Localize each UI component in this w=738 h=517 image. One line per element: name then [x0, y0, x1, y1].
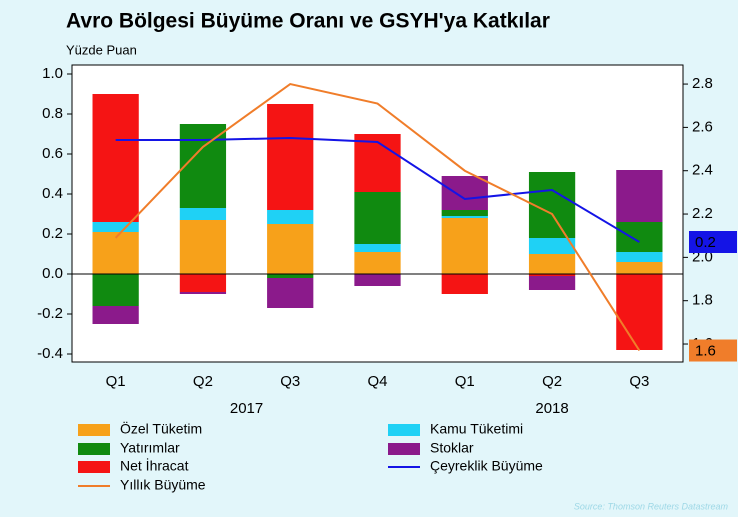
- line-series: [114, 82, 641, 352]
- legend-label: Net İhracat: [120, 457, 189, 474]
- bar-segment: [354, 134, 401, 192]
- y-tick-label: 0.6: [42, 145, 63, 162]
- y-tick-label: -0.4: [37, 345, 63, 362]
- bar-segment: [616, 262, 663, 274]
- bar-segment: [441, 210, 488, 216]
- annotation-box: [689, 231, 737, 253]
- bar-segment: [616, 222, 663, 252]
- legend-label: Yatırımlar: [120, 440, 180, 456]
- y-tick-label: 0.8: [42, 105, 63, 122]
- subtitle: Yüzde Puan: [66, 42, 137, 57]
- bar-segment: [92, 232, 139, 274]
- bar-segment: [179, 208, 227, 220]
- bar-segment: [441, 176, 488, 210]
- x-tick-label: Q2: [193, 373, 213, 390]
- bar-segment: [616, 274, 663, 350]
- y-tick-label: 0.0: [42, 265, 63, 282]
- bar-segment: [179, 220, 227, 274]
- y2-tick-label: 2.8: [692, 75, 713, 92]
- annotation-label: 1.6: [695, 342, 716, 359]
- bar-segment: [441, 274, 488, 294]
- bar-segment: [354, 192, 401, 244]
- bar-segment: [92, 306, 139, 324]
- source: Source: Thomson Reuters Datastream: [574, 501, 729, 511]
- year-label: 2018: [535, 400, 568, 417]
- bar-segment: [354, 274, 401, 286]
- y-tick-label: 0.2: [42, 225, 63, 242]
- bar-segment: [616, 170, 663, 222]
- legend-swatch: [78, 424, 110, 436]
- y2-tick-label: 2.4: [692, 162, 713, 179]
- bar-segment: [179, 274, 227, 292]
- bar-segment: [179, 292, 227, 294]
- bar-segment: [92, 94, 139, 222]
- bar-segment: [528, 254, 576, 274]
- bar-segment: [92, 222, 139, 232]
- x-tick-label: Q3: [280, 373, 300, 390]
- bar-segment: [441, 218, 488, 274]
- bar-segment: [528, 172, 576, 238]
- x-tick-label: Q3: [629, 373, 649, 390]
- x-tick-label: Q4: [367, 373, 387, 390]
- bar-segment: [267, 104, 314, 210]
- bar-segment: [616, 252, 663, 262]
- bar-segment: [528, 274, 576, 276]
- legend-swatch: [388, 443, 420, 455]
- bar-segment: [528, 276, 576, 290]
- line-series: [115, 136, 640, 243]
- legend-label: Çeyreklik Büyüme: [430, 458, 543, 474]
- legend-label: Stoklar: [430, 440, 474, 456]
- bar-segment: [92, 274, 139, 306]
- y2-tick-label: 1.8: [692, 292, 713, 309]
- y-tick-label: 0.4: [42, 185, 63, 202]
- x-tick-label: Q1: [106, 373, 126, 390]
- y2-tick-label: 2.2: [692, 205, 713, 222]
- legend-label: Özel Tüketim: [120, 420, 202, 437]
- bar-segment: [441, 216, 488, 218]
- bar-segment: [267, 278, 314, 308]
- annotation-label: 0.2: [695, 234, 716, 251]
- y2-tick-label: 2.6: [692, 118, 713, 135]
- bar-segment: [267, 224, 314, 274]
- annotation-box: [689, 339, 737, 362]
- chart-title: Avro Bölgesi Büyüme Oranı ve GSYH'ya Kat…: [66, 10, 550, 33]
- bar-segment: [267, 274, 314, 278]
- bar-segment: [528, 238, 576, 254]
- legend-swatch: [78, 443, 110, 455]
- bar-segment: [267, 210, 314, 224]
- x-tick-label: Q2: [542, 373, 562, 390]
- y-tick-label: -0.2: [37, 305, 63, 322]
- legend-label: Kamu Tüketimi: [430, 421, 523, 437]
- legend-label: Yıllık Büyüme: [120, 477, 206, 493]
- legend-swatch: [388, 424, 420, 436]
- bar-segment: [354, 252, 401, 274]
- bar-segment: [179, 124, 227, 208]
- y-tick-label: 1.0: [42, 65, 63, 82]
- x-tick-label: Q1: [455, 373, 475, 390]
- bar-segment: [354, 244, 401, 252]
- year-label: 2017: [230, 400, 263, 417]
- legend-swatch: [78, 461, 110, 473]
